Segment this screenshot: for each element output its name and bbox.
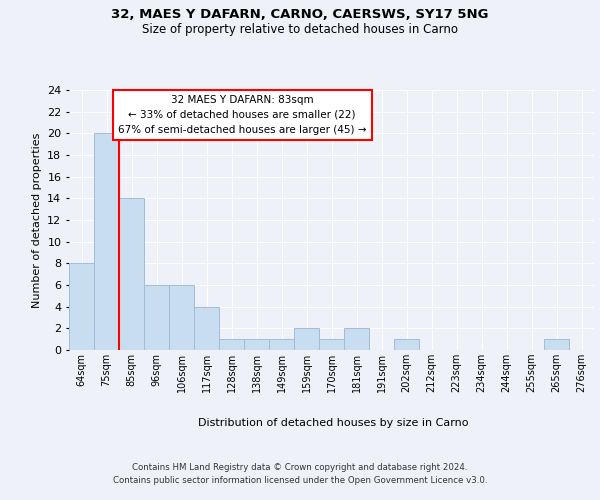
Y-axis label: Number of detached properties: Number of detached properties (32, 132, 41, 308)
Text: 32, MAES Y DAFARN, CARNO, CAERSWS, SY17 5NG: 32, MAES Y DAFARN, CARNO, CAERSWS, SY17 … (111, 8, 489, 20)
Bar (244, 339, 269, 350)
Text: 32 MAES Y DAFARN: 83sqm
← 33% of detached houses are smaller (22)
67% of semi-de: 32 MAES Y DAFARN: 83sqm ← 33% of detache… (118, 95, 367, 135)
Text: Distribution of detached houses by size in Carno: Distribution of detached houses by size … (198, 418, 468, 428)
Bar (544, 339, 569, 350)
Bar (344, 328, 369, 350)
Text: Contains HM Land Registry data © Crown copyright and database right 2024.: Contains HM Land Registry data © Crown c… (132, 462, 468, 471)
Bar (194, 306, 219, 350)
Bar (269, 339, 294, 350)
Bar (319, 339, 344, 350)
Bar (144, 285, 169, 350)
Bar (94, 134, 119, 350)
Bar (294, 328, 319, 350)
Bar (394, 339, 419, 350)
Text: Contains public sector information licensed under the Open Government Licence v3: Contains public sector information licen… (113, 476, 487, 485)
Bar (219, 339, 244, 350)
Text: Size of property relative to detached houses in Carno: Size of property relative to detached ho… (142, 22, 458, 36)
Bar (119, 198, 144, 350)
Bar (169, 285, 194, 350)
Bar (69, 264, 94, 350)
